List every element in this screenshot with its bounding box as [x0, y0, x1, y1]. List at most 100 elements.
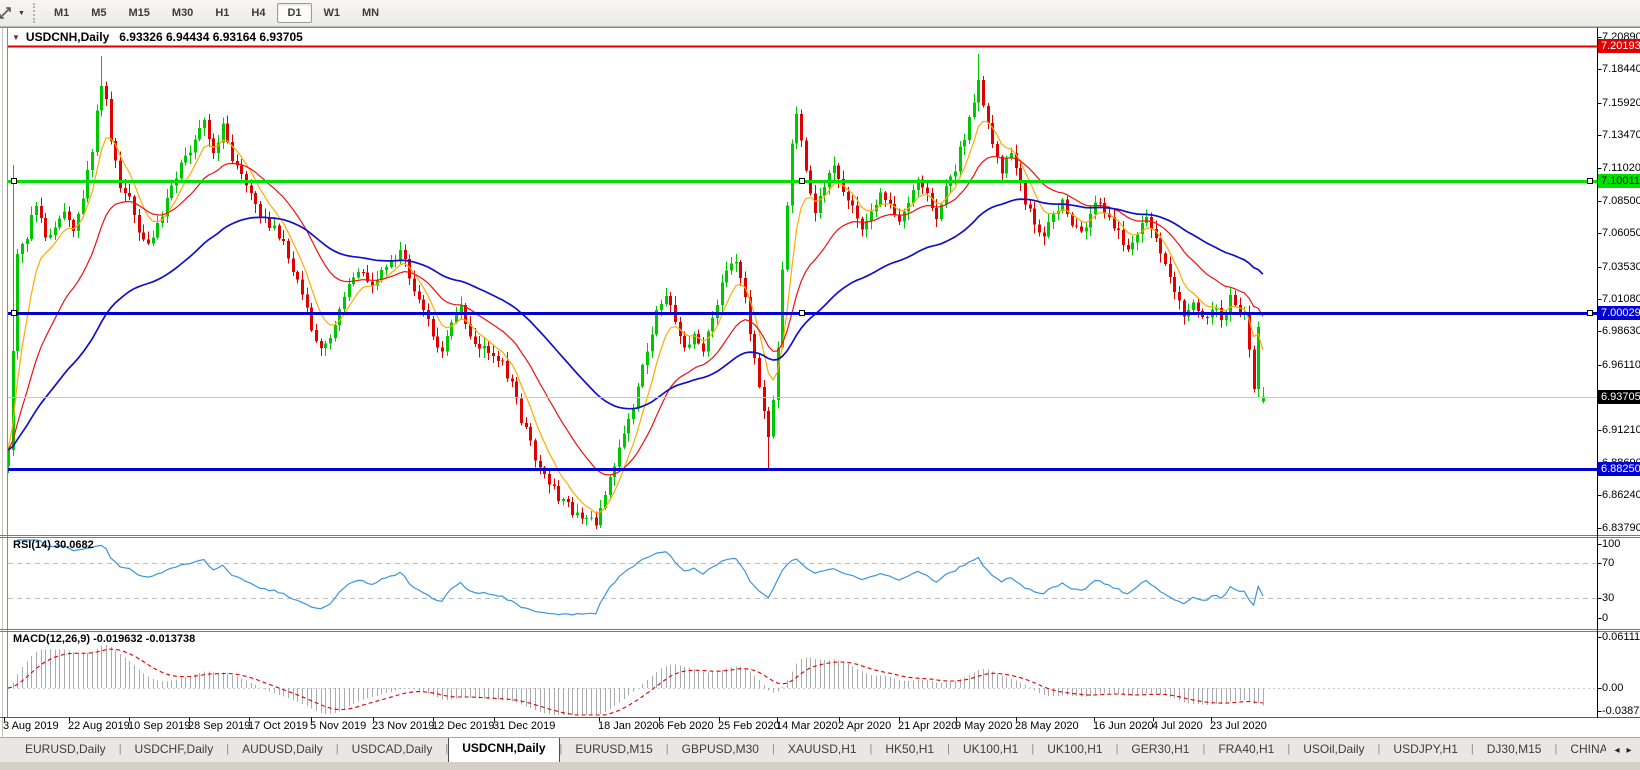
date-label: 6 Feb 2020 — [658, 720, 714, 732]
tab-separator: | — [1031, 742, 1035, 755]
timeframe-button-h1[interactable]: H1 — [215, 7, 230, 19]
chart-tab-uk100-h1[interactable]: UK100,H1 — [1047, 742, 1103, 756]
chart-tab-dj30-m15[interactable]: DJ30,M15 — [1486, 742, 1542, 756]
price-badge-6.88250: 6.88250 — [1598, 461, 1640, 476]
macd-histogram — [13, 645, 1264, 715]
chart-symbol-label: USDCNH,Daily — [25, 30, 110, 44]
price-badge-6.93705: 6.93705 — [1598, 389, 1640, 404]
tab-separator: | — [226, 742, 230, 755]
ma-21-line[interactable] — [7, 156, 1264, 476]
chart-tab-gbpusd-m30[interactable]: GBPUSD,M30 — [681, 742, 759, 756]
timeframe-button-m5[interactable]: M5 — [91, 7, 107, 19]
date-label: 22 Aug 2019 — [68, 720, 130, 732]
price-axis[interactable]: 7.20890 7.18440 7.15920 7.13470 7.11020 7.085… — [1598, 27, 1640, 717]
chart-tab-usdcad-daily[interactable]: USDCAD,Daily — [351, 742, 433, 756]
candles-group — [7, 54, 1265, 529]
chart-tab-ger30-h1[interactable]: GER30,H1 — [1131, 742, 1190, 756]
tab-separator: | — [665, 742, 669, 755]
ma-7-line[interactable] — [7, 120, 1264, 514]
timeframe-button-h4[interactable]: H4 — [251, 7, 266, 19]
date-label: 16 Jun 2020 — [1093, 720, 1154, 732]
date-label: 4 Jul 2020 — [1152, 720, 1203, 732]
rsi-line — [17, 539, 1264, 616]
toolbar-separator — [32, 3, 35, 23]
chart-tab-eurusd-m15[interactable]: EURUSD,M15 — [575, 742, 653, 756]
timeframe-button-m1[interactable]: M1 — [53, 7, 70, 19]
macd-scale-label: 0.061119 — [1602, 631, 1640, 643]
chart-tab-xauusd-h1[interactable]: XAUUSD,H1 — [787, 742, 857, 756]
date-label: 28 Sep 2019 — [188, 720, 251, 732]
price-tick-label: 6.98630 — [1602, 325, 1640, 338]
timeframe-button-w1[interactable]: W1 — [323, 7, 341, 19]
line-drag-marker[interactable] — [799, 177, 805, 184]
chart-tab-usdchf-daily[interactable]: USDCHF,Daily — [134, 742, 214, 756]
tab-scroll-left-button[interactable]: ◂ — [1614, 745, 1620, 756]
tab-separator: | — [445, 742, 449, 755]
line-drag-marker[interactable] — [11, 309, 17, 316]
price-badge-7.10011: 7.10011 — [1598, 173, 1640, 188]
date-label: 23 Nov 2019 — [372, 720, 435, 732]
chart-tab-usoil-daily[interactable]: USOil,Daily — [1303, 742, 1365, 756]
price-tick-label: 6.83790 — [1602, 521, 1640, 534]
down-candle-bodies — [40, 80, 1256, 526]
price-tick-label: 7.08500 — [1602, 194, 1640, 207]
tab-separator: | — [335, 742, 339, 755]
panel-borders-group — [0, 27, 1640, 737]
chart-tab-usdjpy-h1[interactable]: USDJPY,H1 — [1393, 742, 1458, 756]
chart-tabs: EURUSD,Daily | USDCHF,Daily | AUDUSD,Daily | U… — [0, 738, 1606, 762]
timeframe-button-d1[interactable]: D1 — [277, 3, 312, 23]
date-label: 12 Dec 2019 — [432, 720, 495, 732]
date-label: 14 Mar 2020 — [776, 720, 838, 732]
chart-tab-china300-h4[interactable]: CHINA300,H4 — [1570, 742, 1606, 756]
chart-tab-audusd-daily[interactable]: AUDUSD,Daily — [242, 742, 323, 756]
tab-scroll-arrows: ◂ ▸ — [1606, 738, 1640, 762]
chart-cursor-icon[interactable] — [0, 4, 16, 22]
date-label: 2 Apr 2020 — [838, 720, 892, 732]
tab-separator: | — [1377, 742, 1381, 755]
price-tick-label: 6.91210 — [1602, 423, 1640, 436]
date-label: 9 May 2020 — [955, 720, 1013, 732]
tool-dropdown-caret-icon[interactable]: ▼ — [18, 9, 25, 17]
time-axis[interactable]: 3 Aug 2019 22 Aug 2019 10 Sep 2019 28 Sep 2… — [0, 717, 1640, 737]
timeframe-button-mn[interactable]: MN — [362, 7, 380, 19]
up-candle-wicks — [8, 54, 1264, 529]
rsi-scale-label: 30 — [1602, 592, 1615, 604]
tab-separator: | — [947, 742, 950, 755]
line-drag-marker[interactable] — [1587, 309, 1593, 316]
tab-scroll-right-button[interactable]: ▸ — [1626, 745, 1632, 756]
horizontal-lines-group — [8, 45, 1597, 471]
date-label: 18 Jan 2020 — [598, 720, 659, 732]
price-badge-7.00029: 7.00029 — [1598, 305, 1640, 320]
timeframe-button-m30[interactable]: M30 — [171, 7, 194, 19]
tab-separator: | — [1115, 742, 1119, 755]
date-label: 23 Jul 2020 — [1210, 720, 1267, 732]
price-tick-label: 7.11020 — [1602, 161, 1640, 174]
chart-tab-bar: EURUSD,Daily | USDCHF,Daily | AUDUSD,Daily | U… — [0, 737, 1640, 762]
date-label: 10 Sep 2019 — [128, 720, 191, 732]
macd-scale-label: 0.00 — [1602, 682, 1624, 694]
ma-55-line[interactable] — [7, 198, 1264, 451]
date-label: 17 Oct 2019 — [248, 720, 308, 732]
line-drag-marker[interactable] — [1587, 177, 1593, 184]
chart-tab-eurusd-daily[interactable]: EURUSD,Daily — [25, 742, 106, 756]
price-tick-label: 7.13470 — [1602, 129, 1640, 142]
chart-tab-usdcnh-daily[interactable]: USDCNH,Daily — [448, 738, 560, 762]
macd-scale-label: -0.038777 — [1602, 705, 1640, 717]
price-tick-label: 7.01080 — [1602, 293, 1640, 305]
chart-tab-fra40-h1[interactable]: FRA40,H1 — [1218, 742, 1275, 756]
collapse-triangle-icon[interactable]: ▼ — [12, 33, 20, 42]
line-drag-marker[interactable] — [11, 177, 17, 184]
price-tick-label: 7.15920 — [1602, 96, 1640, 109]
rsi-scale-label: 0 — [1602, 612, 1609, 624]
chart-tab-hk50-h1[interactable]: HK50,H1 — [885, 742, 935, 756]
toolbar: ▼ M1 M5 M15 M30 H1 H4 D1 W1 MN — [0, 0, 1640, 27]
timeframe-button-m15[interactable]: M15 — [128, 7, 150, 19]
tab-separator: | — [771, 742, 775, 755]
price-tick-label: 7.06050 — [1602, 227, 1640, 240]
chart-tab-uk100-h1[interactable]: UK100,H1 — [962, 742, 1019, 756]
bottom-strip — [0, 762, 1640, 770]
rsi-scale-label: 100 — [1602, 538, 1621, 550]
rsi-indicator-label: RSI(14) 30.0682 — [13, 539, 94, 551]
line-drag-marker[interactable] — [799, 309, 805, 316]
